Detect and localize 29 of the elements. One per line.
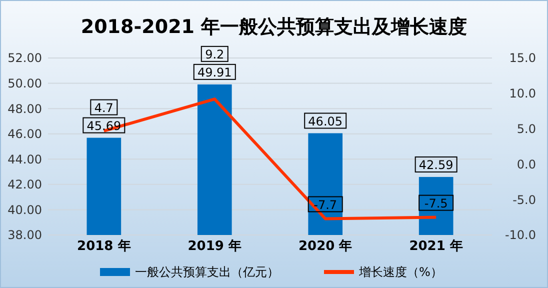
- y2-tick-label: 10.0: [509, 86, 536, 101]
- y-tick-label: 50.00: [8, 76, 42, 90]
- y-tick-label: 40.00: [8, 202, 42, 217]
- y2-tick-label: -5.0: [512, 192, 536, 207]
- data-label: -7.7: [314, 198, 338, 212]
- y-tick-label: 44.00: [8, 152, 42, 166]
- data-label: -7.5: [424, 196, 448, 210]
- y2-tick-label: -10.0: [504, 228, 536, 242]
- chart-title: 2018-2021 年一般公共预算支出及增长速度: [80, 16, 468, 38]
- y-tick-label: 48.00: [8, 102, 42, 116]
- y2-tick-label: 0.0: [516, 157, 536, 172]
- y-tick-label: 52.00: [8, 51, 42, 66]
- x-tick-label: 2021 年: [409, 239, 463, 254]
- data-label: 4.7: [94, 100, 114, 115]
- y-tick-label: 42.00: [8, 178, 42, 192]
- data-label: 9.2: [205, 48, 224, 62]
- x-tick-label: 2018 年: [77, 239, 131, 254]
- legend-label: 增长速度（%）: [358, 265, 442, 280]
- x-tick-label: 2020 年: [298, 239, 352, 254]
- data-label: 46.05: [308, 114, 343, 128]
- y2-tick-label: 5.0: [516, 122, 536, 136]
- y2-tick-label: 15.0: [509, 51, 536, 66]
- x-tick-label: 2019 年: [188, 239, 242, 254]
- data-label: 49.91: [197, 66, 232, 80]
- data-label: 42.59: [418, 158, 454, 172]
- data-label: 45.69: [86, 118, 122, 133]
- y-tick-label: 38.00: [8, 228, 42, 242]
- y-tick-label: 46.00: [8, 127, 42, 142]
- legend-label: 一般公共预算支出（亿元）: [135, 265, 279, 280]
